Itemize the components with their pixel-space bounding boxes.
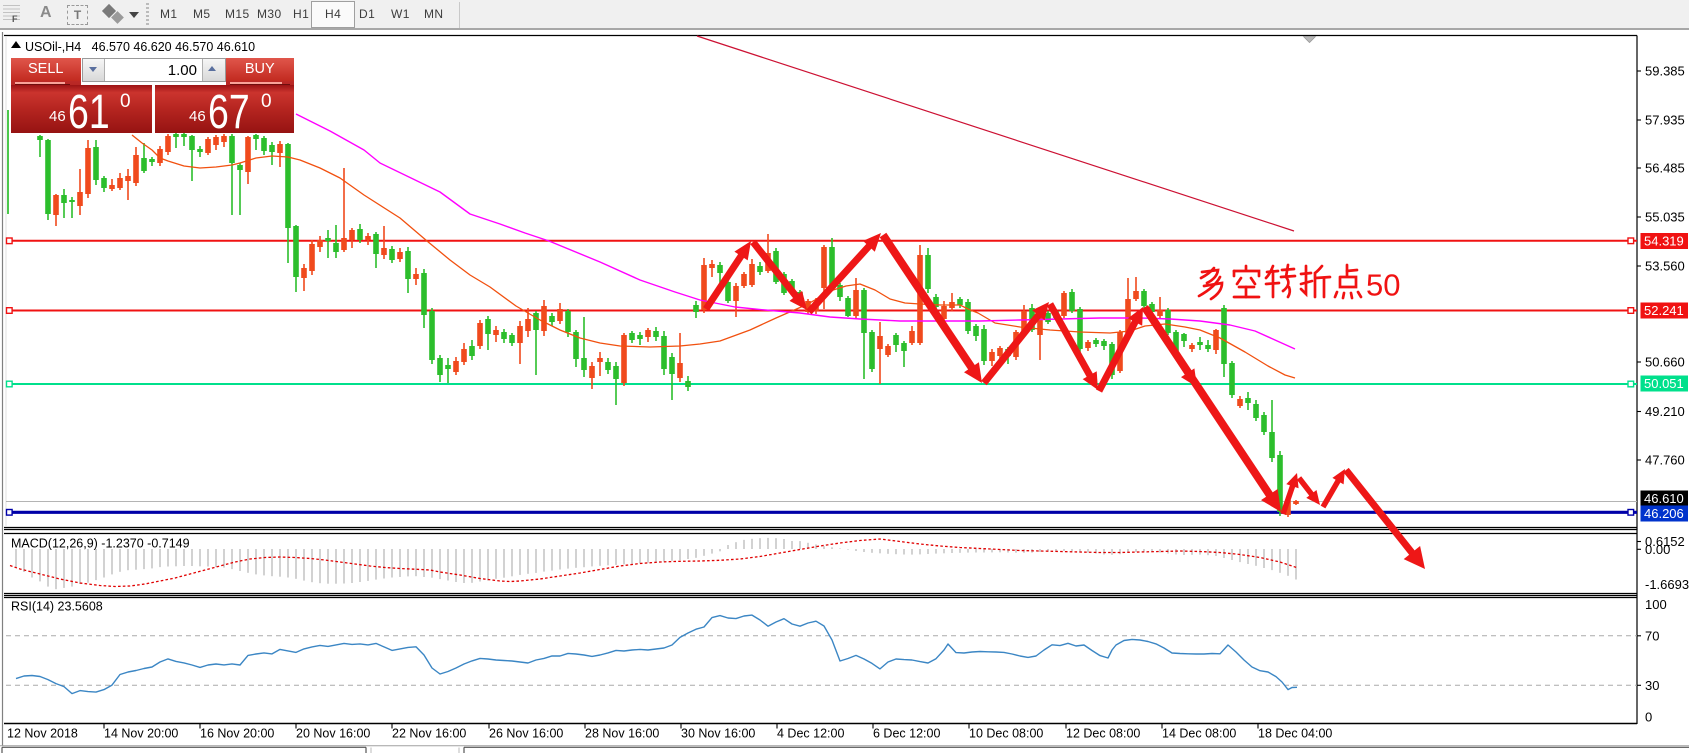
svg-text:26 Nov 16:00: 26 Nov 16:00: [489, 727, 563, 741]
svg-text:55.035: 55.035: [1645, 210, 1685, 225]
svg-text:70: 70: [1645, 628, 1659, 643]
svg-text:46.206: 46.206: [1644, 506, 1684, 521]
svg-text:MACD(12,26,9) -1.2370 -0.7149: MACD(12,26,9) -1.2370 -0.7149: [11, 537, 190, 551]
svg-text:47.760: 47.760: [1645, 453, 1685, 468]
svg-text:46.610: 46.610: [1644, 491, 1684, 506]
svg-text:14 Nov 20:00: 14 Nov 20:00: [104, 727, 178, 741]
svg-text:12 Nov 2018: 12 Nov 2018: [7, 727, 78, 741]
svg-text:0.00: 0.00: [1645, 542, 1670, 557]
svg-text:49.210: 49.210: [1645, 404, 1685, 419]
svg-text:12 Dec 08:00: 12 Dec 08:00: [1066, 727, 1140, 741]
svg-text:30: 30: [1645, 678, 1659, 693]
svg-text:22 Nov 16:00: 22 Nov 16:00: [392, 727, 466, 741]
svg-text:RSI(14) 23.5608: RSI(14) 23.5608: [11, 600, 103, 614]
svg-text:6 Dec 12:00: 6 Dec 12:00: [873, 727, 940, 741]
svg-text:53.560: 53.560: [1645, 259, 1685, 274]
svg-text:20 Nov 16:00: 20 Nov 16:00: [296, 727, 370, 741]
svg-text:59.385: 59.385: [1645, 64, 1685, 79]
svg-text:16 Nov 20:00: 16 Nov 20:00: [200, 727, 274, 741]
svg-text:54.319: 54.319: [1644, 234, 1684, 249]
svg-text:10 Dec 08:00: 10 Dec 08:00: [969, 727, 1043, 741]
svg-text:28 Nov 16:00: 28 Nov 16:00: [585, 727, 659, 741]
svg-text:-1.6693: -1.6693: [1645, 577, 1689, 592]
svg-text:56.485: 56.485: [1645, 161, 1685, 176]
svg-text:18 Dec 04:00: 18 Dec 04:00: [1258, 727, 1332, 741]
svg-text:50: 50: [1366, 268, 1400, 303]
svg-text:100: 100: [1645, 597, 1667, 612]
svg-text:14 Dec 08:00: 14 Dec 08:00: [1162, 727, 1236, 741]
svg-text:57.935: 57.935: [1645, 113, 1685, 128]
svg-text:50.660: 50.660: [1645, 355, 1685, 370]
svg-text:30 Nov 16:00: 30 Nov 16:00: [681, 727, 755, 741]
svg-text:4 Dec 12:00: 4 Dec 12:00: [777, 727, 844, 741]
svg-text:52.241: 52.241: [1644, 303, 1684, 318]
svg-text:50.051: 50.051: [1644, 376, 1684, 391]
svg-text:0.6152: 0.6152: [1645, 534, 1685, 549]
svg-text:0: 0: [1645, 710, 1652, 725]
